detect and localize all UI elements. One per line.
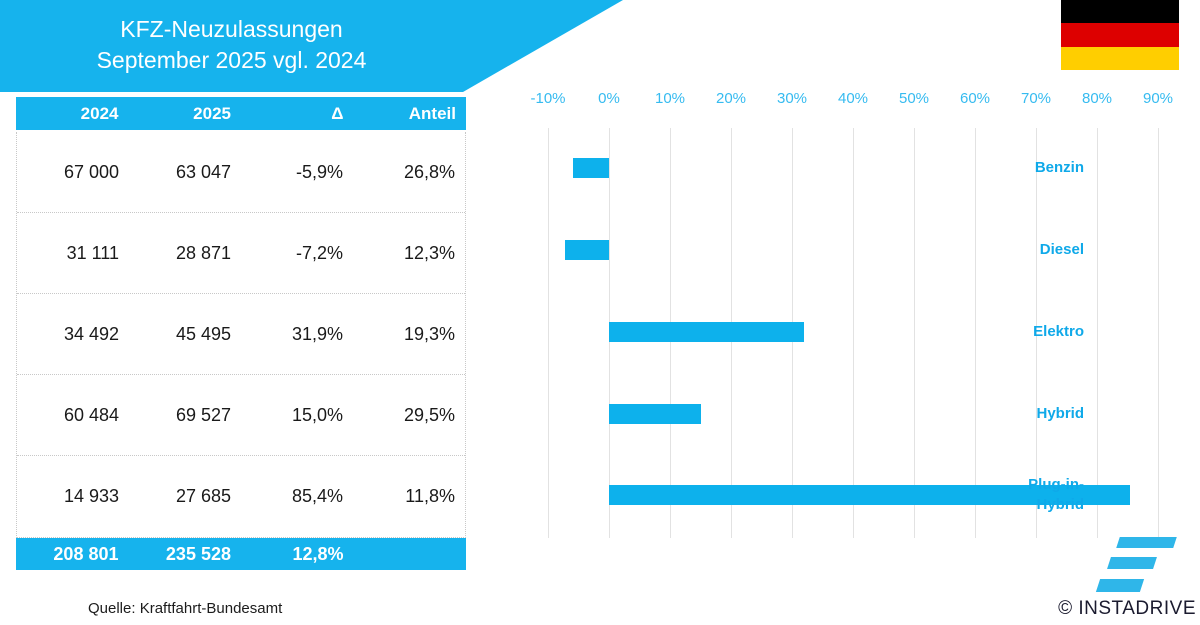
cell-y2025: 28 871: [175, 242, 231, 263]
category-label-line: Hybrid: [1036, 496, 1084, 513]
bar-elektro: [609, 322, 804, 342]
gridline: [1097, 128, 1098, 538]
bar-plug-in-hybrid: [609, 485, 1130, 505]
gridline: [548, 128, 549, 538]
table-row: 14 933 27 685 85,4% 11,8%: [17, 456, 465, 537]
category-label-line: Benzin: [1034, 159, 1084, 176]
logo-bar-bottom: [1095, 579, 1145, 592]
gridline: [914, 128, 915, 538]
x-axis-tick-label: 0%: [598, 90, 620, 107]
x-axis-tick-label: 90%: [1142, 90, 1174, 107]
category-label-hybrid: Hybrid: [994, 404, 1084, 424]
table-total-row: 208 801 235 528 12,8%: [16, 538, 466, 570]
cell-y2025: 45 495: [175, 323, 231, 344]
cell-y2024: 67 000: [63, 161, 119, 182]
flag-stripe-red: [1061, 23, 1179, 47]
flag-stripe-gold: [1061, 46, 1179, 70]
cell-anteil: 12,3%: [403, 242, 455, 263]
total-2025: 235 528: [165, 543, 231, 564]
source-note: Quelle: Kraftfahrt-Bundesamt: [88, 600, 283, 617]
bar-diesel: [565, 240, 609, 260]
german-flag: [1061, 0, 1179, 70]
x-axis-tick-label: 50%: [898, 90, 930, 107]
cell-anteil: 11,8%: [405, 486, 455, 506]
registrations-table: 2024 2025 Δ Anteil 67 000 63 047 -5,9% 26,8…: [16, 97, 466, 570]
cell-anteil: 26,8%: [403, 161, 455, 182]
x-axis-tick-label: 20%: [715, 90, 747, 107]
gridline: [1036, 128, 1037, 538]
cell-y2025: 69 527: [175, 404, 231, 425]
x-axis-tick-label: 80%: [1081, 90, 1113, 107]
table-row: 34 492 45 495 31,9% 19,3%: [17, 294, 465, 375]
table-row: 60 484 69 527 15,0% 29,5%: [17, 375, 465, 456]
bar-chart: -10% 0% 10% 20% 30% 40% 50% 60% 70% 80% 90% Benzin D…: [530, 90, 1173, 538]
cell-y2024: 34 492: [63, 323, 119, 344]
gridline: [1158, 128, 1159, 538]
page-title-line1: KFZ-Neuzulassungen: [120, 16, 343, 42]
column-header-delta: Δ: [331, 103, 344, 123]
category-label-diesel: Diesel: [994, 240, 1084, 260]
x-axis-tick-label: 30%: [776, 90, 808, 107]
x-axis-tick-label: 60%: [959, 90, 991, 107]
category-label-line: Diesel: [1039, 241, 1084, 258]
category-label-elektro: Elektro: [994, 322, 1084, 342]
table-row: 67 000 63 047 -5,9% 26,8%: [17, 132, 465, 213]
bar-benzin: [573, 158, 609, 178]
bar-hybrid: [609, 404, 701, 424]
logo-bar-top: [1116, 537, 1177, 548]
page-title-line2: September 2025 vgl. 2024: [96, 47, 367, 73]
total-delta: 12,8%: [292, 543, 344, 564]
category-label-line: Plug-in-: [1028, 476, 1084, 493]
total-2024: 208 801: [53, 543, 119, 564]
cell-anteil: 29,5%: [403, 404, 455, 425]
cell-y2025: 63 047: [175, 161, 231, 182]
cell-delta: 31,9%: [291, 323, 343, 344]
cell-delta: -7,2%: [295, 242, 343, 263]
x-axis-tick-label: 40%: [837, 90, 869, 107]
column-header-2024: 2024: [80, 103, 119, 123]
cell-delta: 85,4%: [291, 486, 343, 506]
category-label-benzin: Benzin: [994, 158, 1084, 178]
cell-y2024: 60 484: [63, 404, 119, 425]
cell-y2024: 14 933: [63, 486, 119, 506]
cell-anteil: 19,3%: [403, 323, 455, 344]
category-label-line: Elektro: [1033, 323, 1084, 340]
cell-y2024: 31 111: [66, 242, 119, 263]
table-row: 31 111 28 871 -7,2% 12,3%: [17, 213, 465, 294]
logo-bar-middle: [1107, 557, 1157, 569]
copyright-text: © INSTADRIVE: [1058, 598, 1196, 619]
cell-delta: -5,9%: [295, 161, 343, 182]
x-axis-tick-label: 70%: [1020, 90, 1052, 107]
category-label-line: Hybrid: [1036, 405, 1084, 422]
page-title: KFZ-Neuzulassungen September 2025 vgl. 2…: [0, 14, 463, 76]
column-header-2025: 2025: [193, 103, 231, 123]
cell-delta: 15,0%: [291, 404, 343, 425]
flag-stripe-black: [1061, 0, 1179, 24]
instadrive-logo-icon: [1090, 535, 1185, 595]
category-label-plug-in-hybrid: Plug-in- Hybrid: [994, 475, 1084, 515]
column-header-anteil: Anteil: [408, 103, 456, 123]
table-body: 67 000 63 047 -5,9% 26,8% 31 111 28 871 -7,2% 1…: [16, 132, 466, 538]
x-axis-tick-label: 10%: [654, 90, 686, 107]
table-header-row: 2024 2025 Δ Anteil: [16, 97, 466, 130]
gridline: [975, 128, 976, 538]
x-axis-tick-label: -10%: [530, 90, 566, 107]
gridline: [853, 128, 854, 538]
cell-y2025: 27 685: [175, 486, 231, 506]
